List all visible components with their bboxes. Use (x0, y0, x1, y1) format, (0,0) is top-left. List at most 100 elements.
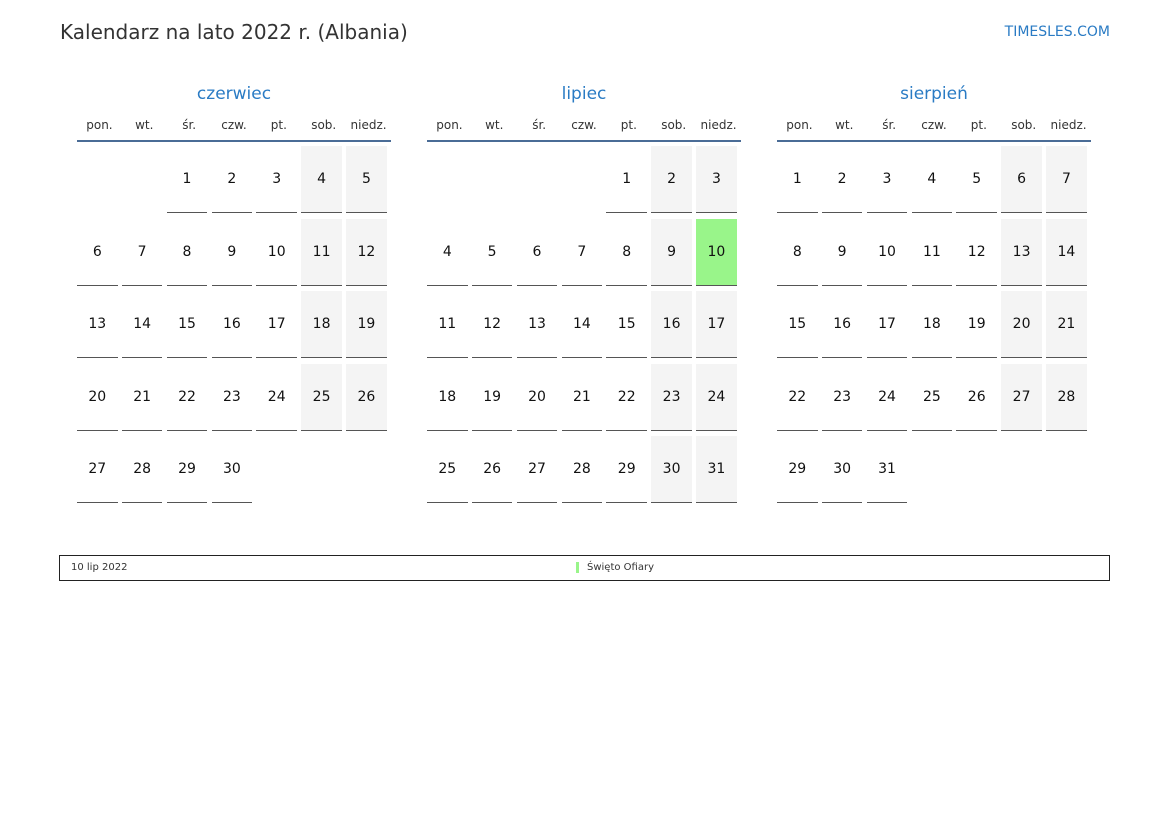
day-cell[interactable]: 25 (301, 363, 342, 431)
day-cell[interactable]: 31 (696, 436, 737, 504)
day-cell[interactable]: 23 (821, 364, 863, 431)
day-cell[interactable]: 10 (696, 218, 737, 286)
day-cell[interactable]: 3 (256, 146, 297, 213)
day-cell[interactable]: 11 (911, 219, 953, 286)
day-cell[interactable]: 5 (956, 146, 997, 213)
day-cell[interactable]: 6 (516, 219, 558, 286)
day-cell[interactable]: 4 (427, 219, 468, 286)
day-cell[interactable]: 23 (651, 363, 692, 431)
weekday-label: pt. (970, 118, 987, 132)
day-cell[interactable]: 18 (301, 291, 342, 359)
day-cell[interactable]: 22 (606, 364, 647, 431)
day-cell[interactable]: 30 (211, 436, 253, 504)
day-cell[interactable]: 8 (606, 219, 647, 286)
day-cell[interactable]: 19 (471, 364, 513, 431)
day-cell[interactable]: 18 (911, 291, 953, 359)
day-cell[interactable]: 16 (211, 291, 253, 359)
day-cell[interactable]: 5 (346, 146, 387, 213)
empty-cell (956, 436, 997, 503)
day-cell[interactable]: 9 (821, 219, 863, 286)
day-cell[interactable]: 14 (1046, 218, 1087, 286)
day-cell[interactable]: 19 (956, 291, 997, 359)
day-cell[interactable]: 4 (911, 146, 953, 213)
day-cell[interactable]: 18 (427, 364, 468, 431)
day-cell[interactable]: 16 (821, 291, 863, 359)
day-cell[interactable]: 29 (166, 436, 208, 504)
day-cell[interactable]: 23 (211, 364, 253, 431)
day-cell[interactable]: 15 (606, 291, 647, 359)
day-cell[interactable]: 21 (1046, 291, 1087, 359)
day-cell[interactable]: 15 (777, 291, 818, 359)
day-cell[interactable]: 27 (1001, 363, 1042, 431)
day-cell[interactable]: 9 (211, 219, 253, 286)
brand-link[interactable]: TIMESLES.COM (1004, 24, 1110, 40)
day-cell[interactable]: 17 (866, 291, 908, 359)
day-cell[interactable]: 5 (471, 219, 513, 286)
day-cell[interactable]: 12 (956, 219, 997, 286)
day-cell[interactable]: 22 (166, 364, 208, 431)
day-cell[interactable]: 10 (866, 219, 908, 286)
weekday-header: pon. wt. śr. czw. pt. sob. niedz. (77, 118, 391, 142)
day-cell[interactable]: 16 (651, 291, 692, 359)
day-cell[interactable]: 27 (516, 436, 558, 504)
day-cell[interactable]: 15 (166, 291, 208, 359)
day-cell[interactable]: 29 (777, 436, 818, 504)
day-cell[interactable]: 20 (1001, 291, 1042, 359)
day-cell[interactable]: 26 (346, 363, 387, 431)
day-cell[interactable]: 6 (77, 219, 118, 286)
day-cell[interactable]: 8 (166, 219, 208, 286)
day-cell[interactable]: 28 (561, 436, 603, 504)
day-cell[interactable]: 20 (77, 364, 118, 431)
day-cell[interactable]: 13 (516, 291, 558, 359)
day-cell[interactable]: 10 (256, 219, 297, 286)
day-cell[interactable]: 4 (301, 146, 342, 213)
day-cell[interactable]: 1 (606, 146, 647, 213)
day-cell[interactable]: 7 (121, 219, 163, 286)
empty-cell (1046, 436, 1087, 503)
day-cell[interactable]: 2 (821, 146, 863, 213)
day-cell[interactable]: 1 (166, 146, 208, 213)
day-cell[interactable]: 28 (121, 436, 163, 504)
day-cell[interactable]: 9 (651, 218, 692, 286)
day-cell[interactable]: 2 (651, 146, 692, 213)
day-cell[interactable]: 8 (777, 219, 818, 286)
day-cell[interactable]: 3 (866, 146, 908, 213)
day-cell[interactable]: 2 (211, 146, 253, 213)
day-cell[interactable]: 24 (256, 364, 297, 431)
day-cell[interactable]: 30 (821, 436, 863, 504)
day-cell[interactable]: 7 (561, 219, 603, 286)
day-cell[interactable]: 19 (346, 291, 387, 359)
day-cell[interactable]: 24 (866, 364, 908, 431)
day-cell[interactable]: 13 (77, 291, 118, 359)
day-cell[interactable]: 13 (1001, 218, 1042, 286)
day-cell[interactable]: 26 (956, 364, 997, 431)
day-cell[interactable]: 12 (346, 218, 387, 286)
empty-cell (1001, 436, 1042, 503)
day-cell[interactable]: 11 (301, 218, 342, 286)
day-cell[interactable]: 24 (696, 363, 737, 431)
day-cell[interactable]: 27 (77, 436, 118, 504)
day-cell[interactable]: 7 (1046, 146, 1087, 213)
day-cell[interactable]: 3 (696, 146, 737, 213)
week-row: 8 9 10 11 12 13 14 (777, 218, 1091, 292)
day-cell[interactable]: 29 (606, 436, 647, 504)
day-cell[interactable]: 12 (471, 291, 513, 359)
day-cell[interactable]: 11 (427, 291, 468, 359)
day-cell[interactable]: 6 (1001, 146, 1042, 213)
day-cell[interactable]: 17 (256, 291, 297, 359)
day-cell[interactable]: 1 (777, 146, 818, 213)
day-cell[interactable]: 21 (561, 364, 603, 431)
day-cell[interactable]: 22 (777, 364, 818, 431)
day-cell[interactable]: 21 (121, 364, 163, 431)
day-cell[interactable]: 31 (866, 436, 908, 504)
day-cell[interactable]: 25 (427, 436, 468, 504)
day-cell[interactable]: 30 (651, 436, 692, 504)
day-cell[interactable]: 28 (1046, 363, 1087, 431)
day-cell[interactable]: 25 (911, 364, 953, 431)
day-cell[interactable]: 20 (516, 364, 558, 431)
day-cell[interactable]: 14 (121, 291, 163, 359)
day-cell[interactable]: 26 (471, 436, 513, 504)
day-cell[interactable]: 17 (696, 291, 737, 359)
day-cell[interactable]: 14 (561, 291, 603, 359)
